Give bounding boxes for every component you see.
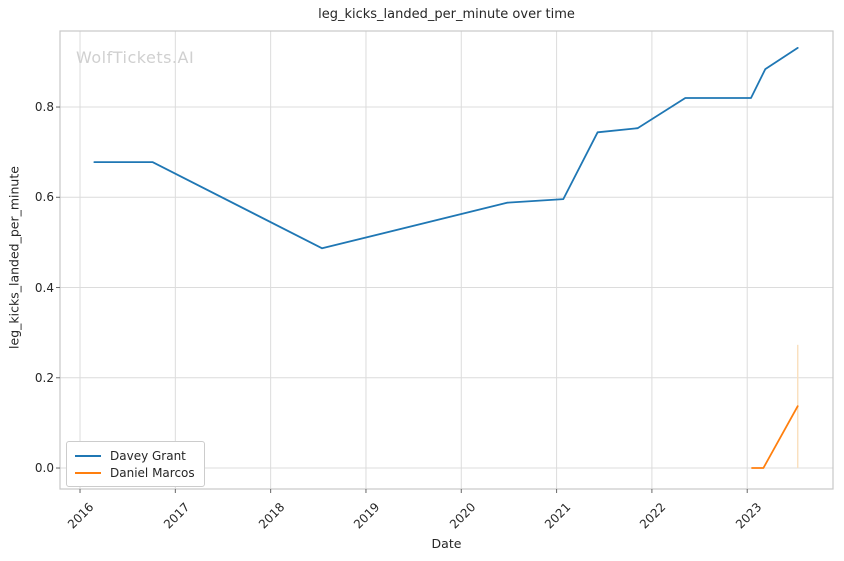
y-tick-label: 0.0 bbox=[34, 461, 54, 476]
chart-title: leg_kicks_landed_per_minute over time bbox=[318, 7, 575, 22]
legend-label: Daniel Marcos bbox=[110, 465, 195, 480]
y-axis-label: leg_kicks_landed_per_minute bbox=[6, 166, 22, 349]
y-tick-label: 0.8 bbox=[34, 100, 54, 115]
legend-item: Davey Grant bbox=[75, 447, 195, 464]
legend-item: Daniel Marcos bbox=[75, 464, 195, 481]
y-tick-label: 0.6 bbox=[34, 190, 54, 205]
y-tick-label: 0.4 bbox=[34, 280, 54, 295]
y-tick-label: 0.2 bbox=[34, 370, 54, 385]
series-line-daniel-marcos bbox=[751, 405, 799, 469]
plot-border bbox=[59, 30, 834, 490]
legend-label: Davey Grant bbox=[110, 448, 186, 463]
watermark: WolfTickets.AI bbox=[76, 48, 195, 67]
legend-line-sample bbox=[75, 471, 101, 474]
legend-line-sample bbox=[75, 454, 101, 457]
legend: Davey Grant Daniel Marcos bbox=[66, 441, 205, 487]
series-line-davey-grant bbox=[93, 47, 799, 250]
x-axis-label: Date bbox=[431, 536, 462, 551]
